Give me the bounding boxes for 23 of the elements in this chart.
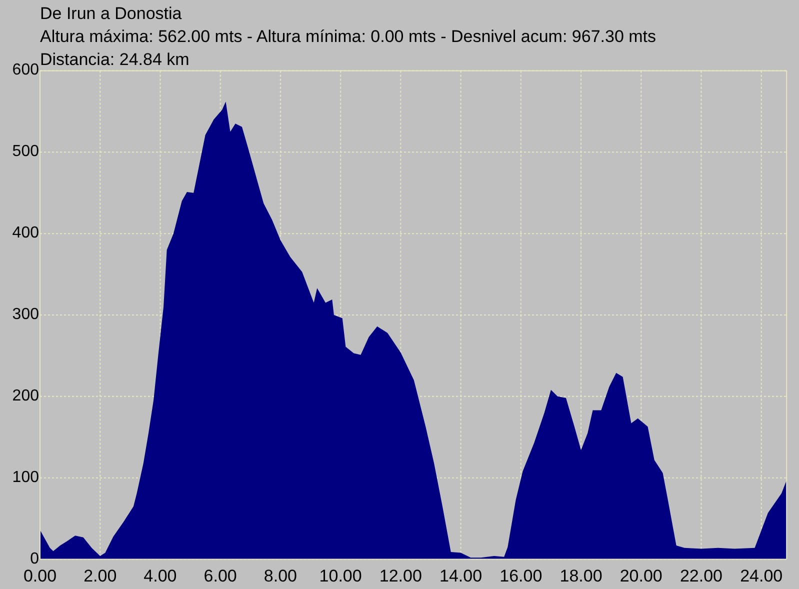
x-tick-label: 0.00: [23, 566, 57, 586]
x-tick-label: 18.00: [560, 566, 602, 586]
y-tick-label: 200: [12, 387, 40, 404]
x-tick-label: 24.00: [740, 566, 783, 586]
y-tick-label: 400: [12, 224, 40, 242]
x-tick-label: 14.00: [440, 566, 482, 586]
x-tick-label: 16.00: [500, 566, 542, 586]
y-tick-label: 100: [12, 468, 40, 486]
x-tick-label: 12.00: [379, 566, 422, 586]
y-tick-label: 0: [30, 550, 40, 568]
y-tick-label: 600: [12, 62, 40, 79]
x-tick-label: 8.00: [264, 566, 297, 586]
y-tick-label: 500: [12, 143, 40, 160]
x-tick-label: 4.00: [144, 566, 177, 586]
x-tick-label: 6.00: [204, 566, 237, 586]
x-tick-label: 20.00: [620, 566, 662, 586]
x-tick-label: 2.00: [84, 566, 117, 586]
x-tick-label: 22.00: [680, 566, 723, 586]
chart-title: De Irun a Donostia: [40, 4, 182, 23]
chart-subtitle: Altura máxima: 562.00 mts - Altura mínima: 0.00 mts - Desnivel acum: 967.30 mts: [40, 27, 656, 46]
x-tick-label: 10.00: [319, 566, 362, 586]
y-tick-label: 300: [12, 306, 40, 323]
text: Distancia: 24.84 km: [40, 50, 190, 69]
